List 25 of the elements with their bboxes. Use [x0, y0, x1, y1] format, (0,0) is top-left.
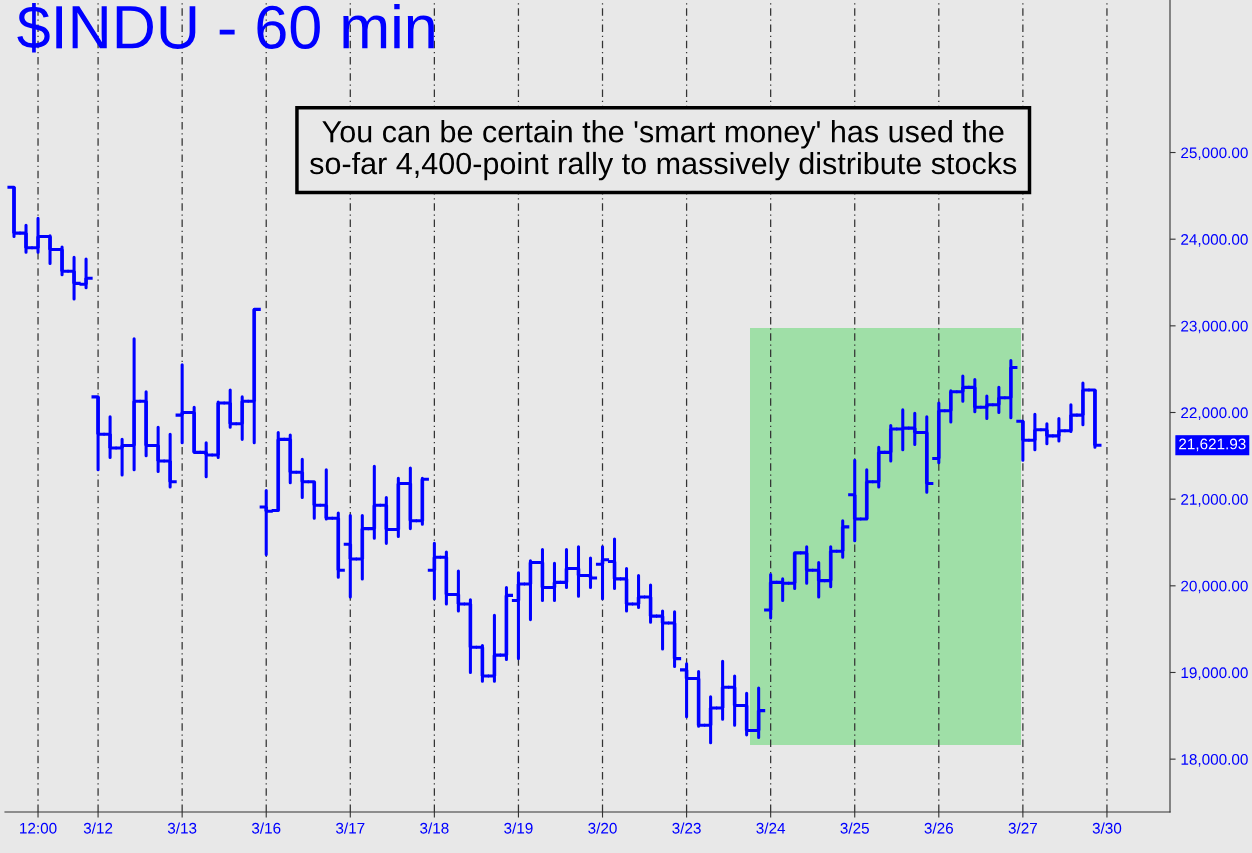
x-tick-label: 3/18 [420, 822, 449, 834]
x-tick-label: 3/27 [1008, 822, 1037, 834]
y-tick-label: 25,000.00 [1181, 147, 1248, 161]
y-tick-label: 18,000.00 [1181, 754, 1248, 767]
x-tick-label: 3/19 [504, 822, 533, 834]
x-tick-label: 3/24 [756, 822, 786, 834]
x-tick-label: 3/26 [924, 822, 953, 834]
x-tick-label: 3/13 [167, 822, 197, 834]
text: 21,621.93 [1179, 438, 1246, 452]
x-tick-label: 3/12 [83, 822, 113, 834]
x-tick-label: 3/17 [336, 822, 365, 834]
chart-title: $INDU - 60 min [17, 3, 434, 53]
x-tick-label: 12:00 [20, 822, 57, 834]
y-tick-label: 19,000.00 [1181, 667, 1248, 680]
y-tick-label: 22,000.00 [1181, 407, 1248, 420]
x-tick-label: 3/16 [251, 822, 281, 834]
x-tick-label: 3/25 [840, 822, 869, 834]
x-tick-label: 3/23 [672, 822, 701, 834]
x-tick-label: 3/30 [1092, 822, 1122, 834]
annotation: You can be certain the 'smart money' has used the so-far 4,400-point rally to massively distribute stocks [310, 120, 1017, 181]
y-tick-label: 20,000.00 [1181, 580, 1248, 594]
y-tick-label: 24,000.00 [1181, 234, 1248, 247]
y-tick-label: 21,000.00 [1181, 494, 1248, 507]
x-tick-label: 3/20 [588, 822, 617, 834]
y-tick-label: 23,000.00 [1181, 320, 1248, 334]
